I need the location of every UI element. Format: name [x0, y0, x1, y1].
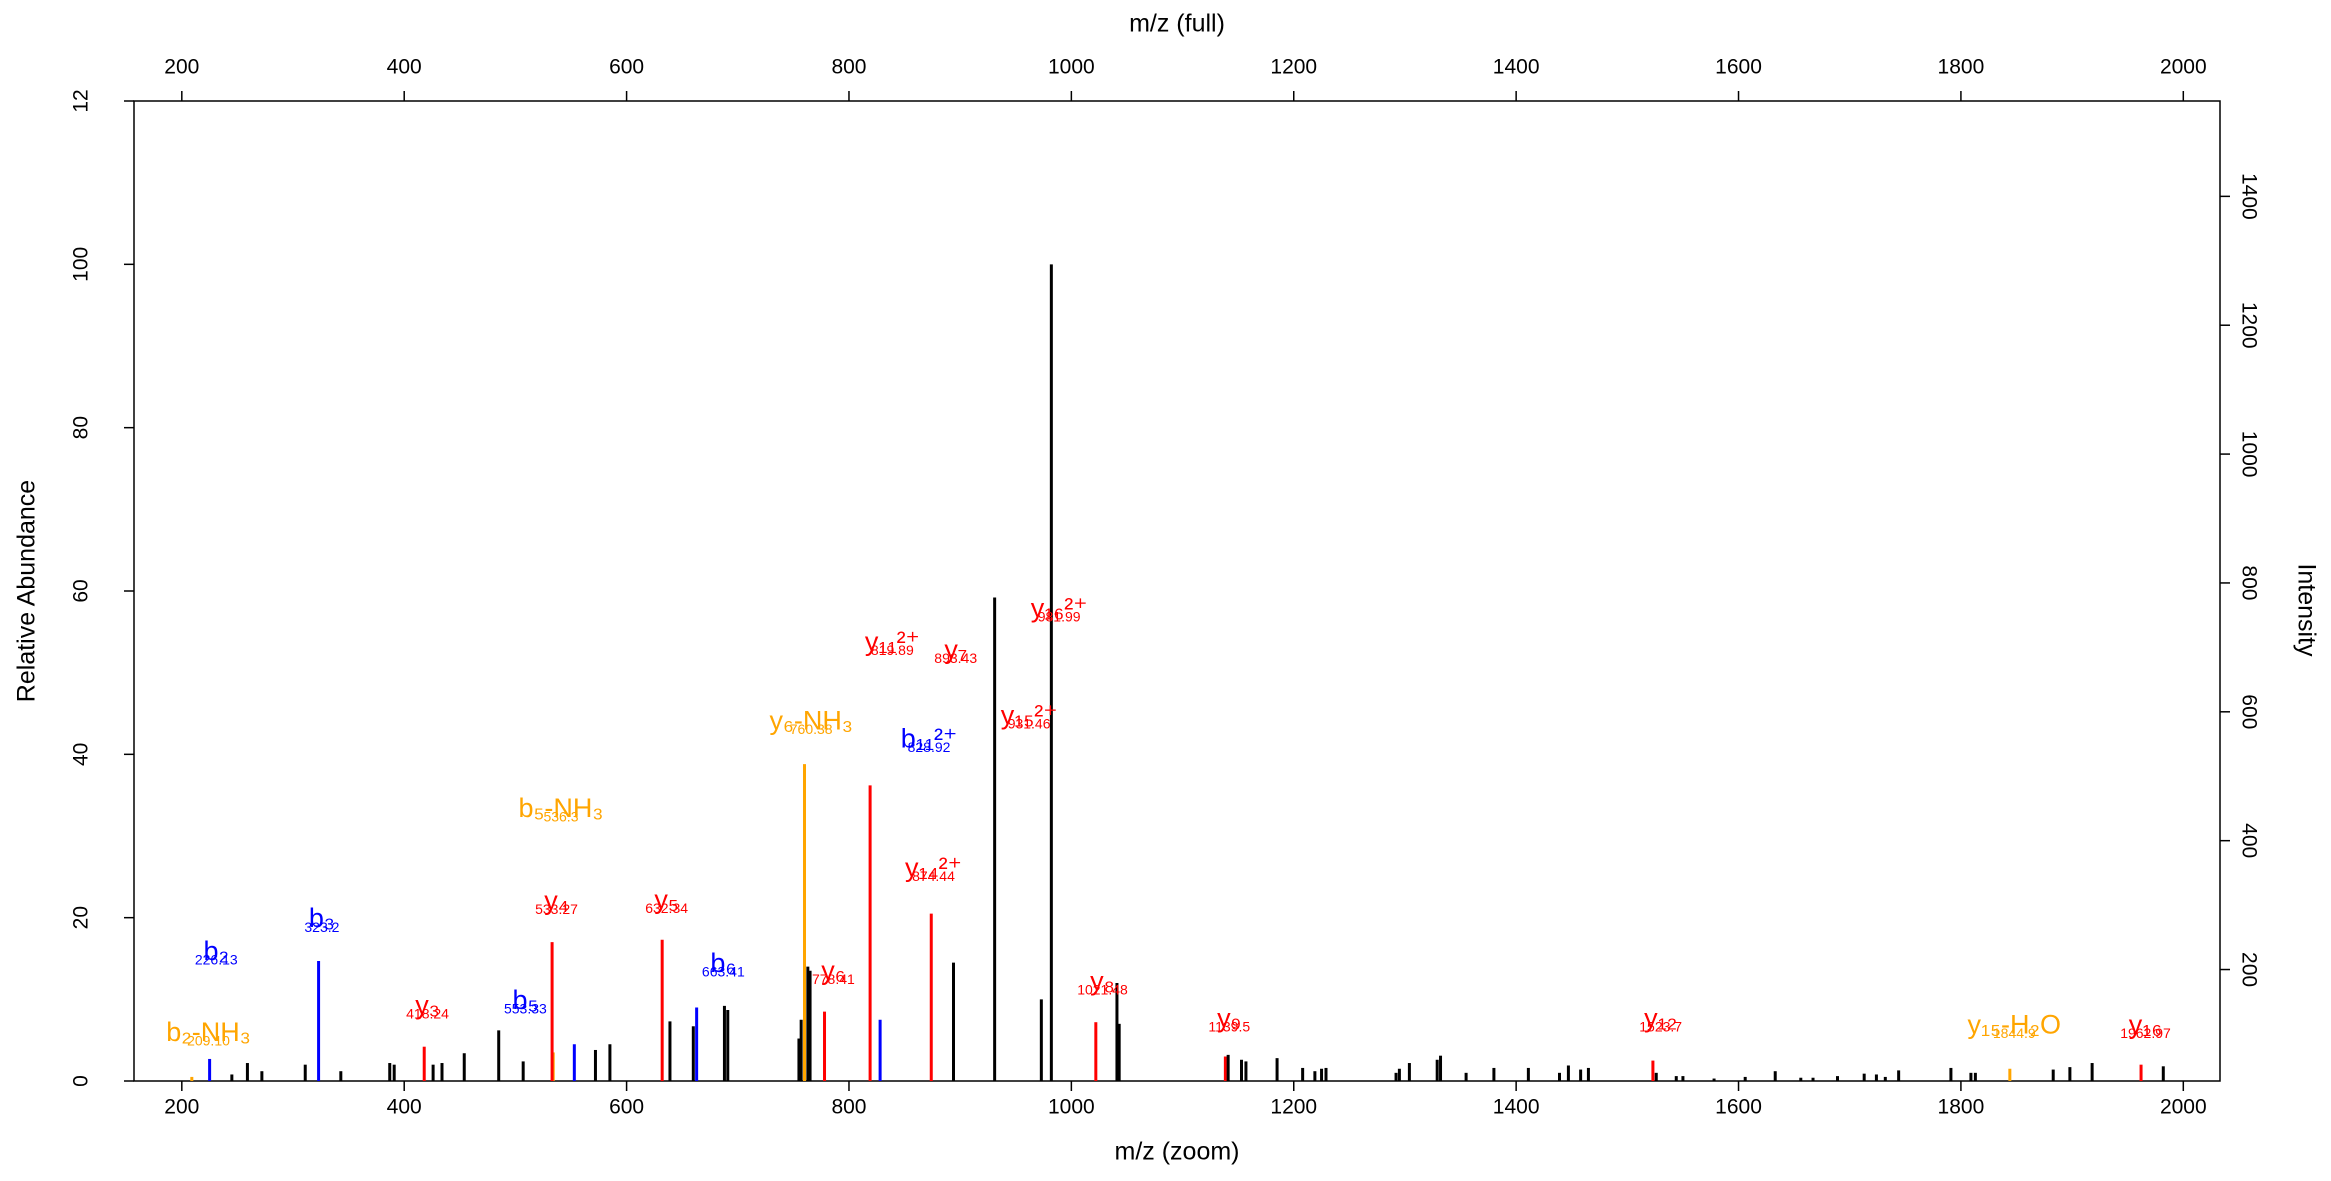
- x-tick-label: 400: [387, 1096, 422, 1119]
- ion-mz-label: 553.33: [504, 1000, 547, 1016]
- x2-axis-title: m/z (full): [1129, 10, 1225, 38]
- y-tick-label: 40: [70, 743, 93, 766]
- y2-axis-title: Intensity: [2292, 563, 2320, 657]
- ion-mz-label: 931.46: [1008, 715, 1051, 731]
- ion-label: y₁₆²⁺: [1031, 593, 1088, 623]
- ion-mz-label: 1962.97: [2120, 1025, 2171, 1041]
- ion-mz-label: 760.38: [790, 721, 833, 737]
- y2-tick-label: 800: [2237, 565, 2260, 600]
- ion-mz-label: 1523.7: [1639, 1018, 1682, 1034]
- ion-mz-label: 874.44: [912, 868, 955, 884]
- ion-label: b₅: [512, 985, 538, 1015]
- y2-tick-label: 400: [2237, 823, 2260, 858]
- ion-mz-label: 209.10: [187, 1032, 230, 1048]
- y2-tick-label: 200: [2237, 952, 2260, 987]
- ion-label: y₄: [544, 885, 569, 915]
- y-axis-title: Relative Abundance: [13, 480, 41, 702]
- x-tick-label: 1200: [1270, 1096, 1317, 1119]
- ion-label: b₃: [309, 903, 335, 933]
- y2-tick-label: 1000: [2237, 431, 2260, 478]
- x2-tick-label: 800: [831, 56, 866, 79]
- y-tick-label: 0: [70, 1075, 93, 1087]
- y2-tick-label: 1200: [2237, 302, 2260, 349]
- ion-label: b₁₁²⁺: [901, 724, 957, 754]
- x-tick-label: 800: [831, 1096, 866, 1119]
- x-tick-label: 1000: [1048, 1096, 1095, 1119]
- ion-label: y₃: [415, 990, 440, 1020]
- ion-mz-label: 1844.9: [1993, 1025, 2036, 1041]
- plot-frame: [133, 100, 2221, 1082]
- ion-mz-label: 663.41: [702, 964, 745, 980]
- ion-mz-label: 418.24: [406, 1005, 449, 1021]
- ion-mz-label: 536.3: [543, 809, 578, 825]
- ion-label: y₁₂: [1644, 1003, 1677, 1033]
- x2-tick-label: 2000: [2160, 56, 2207, 79]
- ion-label: b₅-NH₃: [519, 793, 604, 823]
- y-tick-label: 20: [70, 906, 93, 929]
- ion-label: y₉: [1217, 1003, 1241, 1033]
- y-tick-label: 80: [70, 416, 93, 439]
- x2-tick-label: 1200: [1270, 56, 1317, 79]
- y-tick-label: 60: [70, 579, 93, 602]
- x2-tick-label: 1400: [1493, 56, 1540, 79]
- ion-label: y₁₅-H₂O: [1968, 1009, 2061, 1039]
- ion-mz-label: 632.34: [645, 900, 688, 916]
- ion-label: y₁₆: [2129, 1009, 2163, 1039]
- ion-label: y₇: [944, 635, 967, 665]
- x2-tick-label: 600: [609, 56, 644, 79]
- x-tick-label: 1800: [1938, 1096, 1985, 1119]
- ion-mz-label: 828.92: [908, 739, 951, 755]
- ion-label: y₆-NH₃: [769, 706, 852, 736]
- x2-tick-label: 1600: [1715, 56, 1762, 79]
- x-tick-label: 600: [609, 1096, 644, 1119]
- x2-tick-label: 200: [164, 56, 199, 79]
- x-tick-label: 1600: [1715, 1096, 1762, 1119]
- y-tick-label: 100: [70, 247, 93, 282]
- x-tick-label: 200: [164, 1096, 199, 1119]
- ion-mz-label: 533.27: [535, 901, 578, 917]
- ion-label: b₂: [204, 936, 230, 966]
- x2-tick-label: 1000: [1048, 56, 1095, 79]
- ion-label: y₁₅²⁺: [1001, 700, 1058, 730]
- ion-label: b₂-NH₃: [166, 1017, 250, 1047]
- x2-tick-label: 1800: [1938, 56, 1985, 79]
- x-axis-title: m/z (zoom): [1115, 1138, 1240, 1166]
- x-tick-label: 2000: [2160, 1096, 2207, 1119]
- ion-mz-label: 1139.5: [1208, 1018, 1250, 1034]
- ion-mz-label: 778.41: [812, 971, 855, 987]
- ion-label: y₆: [821, 956, 845, 986]
- y-tick-label: 12: [70, 89, 93, 112]
- y2-tick-label: 1400: [2237, 173, 2260, 220]
- ion-mz-label: 323.2: [304, 919, 339, 935]
- ion-mz-label: 226.13: [195, 951, 238, 967]
- ion-mz-label: 1021.48: [1077, 982, 1128, 998]
- ion-label: y₅: [654, 884, 678, 914]
- x-tick-label: 1400: [1493, 1096, 1540, 1119]
- ion-mz-label: 819.89: [871, 642, 914, 658]
- ion-mz-label: 981.99: [1038, 608, 1081, 624]
- y2-tick-label: 600: [2237, 694, 2260, 729]
- ion-label: y₁₄²⁺: [905, 853, 962, 883]
- ion-label: y₁₁²⁺: [865, 626, 920, 656]
- ion-mz-label: 893.43: [934, 650, 977, 666]
- ion-label: y₈: [1090, 966, 1115, 996]
- ion-label: b₆: [710, 948, 736, 978]
- x2-tick-label: 400: [387, 56, 422, 79]
